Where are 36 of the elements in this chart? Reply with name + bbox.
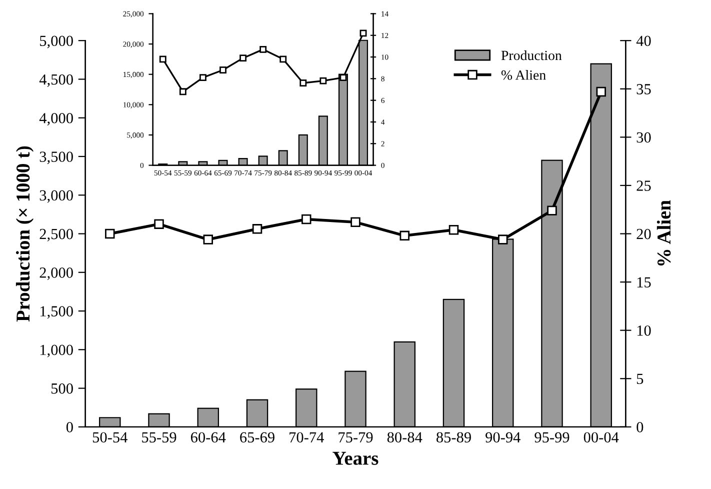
y-tick-label: 0	[66, 422, 73, 432]
y-tick-label: 5,000	[40, 36, 73, 48]
legend-label: Production	[501, 50, 562, 60]
x-axis-title: Years	[332, 452, 378, 465]
y2-tick-label: 20	[636, 228, 651, 240]
y2-tick-label: 35	[636, 84, 651, 94]
x-tick-label: 90-94	[486, 432, 520, 443]
y2-axis-title: % Alien	[656, 200, 671, 266]
x-tick-label: 50-54	[92, 432, 128, 443]
y-tick-label: 1,500	[40, 306, 73, 319]
x-tick-label: 70-74	[290, 432, 324, 443]
x-tick-label: 75-79	[338, 432, 373, 443]
y-axis-title: Production (× 1000 t)	[16, 146, 34, 322]
y2-tick-label: 0	[636, 422, 644, 432]
x-tick-label: 95-99	[534, 432, 570, 443]
y2-tick-label: 25	[636, 180, 651, 191]
y2-tick-label: 10	[637, 325, 651, 336]
y-tick-label: 4,000	[39, 112, 73, 126]
x-tick-label: 80-84	[387, 432, 422, 443]
y-tick-label: 3,000	[40, 190, 73, 203]
x-tick-label: 60-64	[190, 432, 226, 443]
legend-label: % Alien	[501, 70, 546, 80]
y-tick-label: 1,000	[40, 344, 73, 358]
y-tick-label: 2,000	[40, 268, 73, 280]
y-tick-label: 500	[51, 383, 73, 394]
y2-tick-label: 15	[637, 277, 651, 288]
x-tick-label: 85-89	[436, 432, 471, 443]
y2-tick-label: 5	[636, 374, 644, 384]
y-tick-label: 3,500	[40, 152, 73, 164]
y2-tick-label: 40	[636, 36, 651, 46]
y2-tick-label: 30	[636, 132, 651, 143]
y-tick-label: 4,500	[39, 74, 73, 87]
x-tick-label: 00-04	[584, 432, 619, 443]
x-tick-label: 65-69	[240, 432, 274, 443]
x-tick-label: 55-59	[142, 432, 176, 443]
y-tick-label: 2,500	[40, 228, 73, 242]
